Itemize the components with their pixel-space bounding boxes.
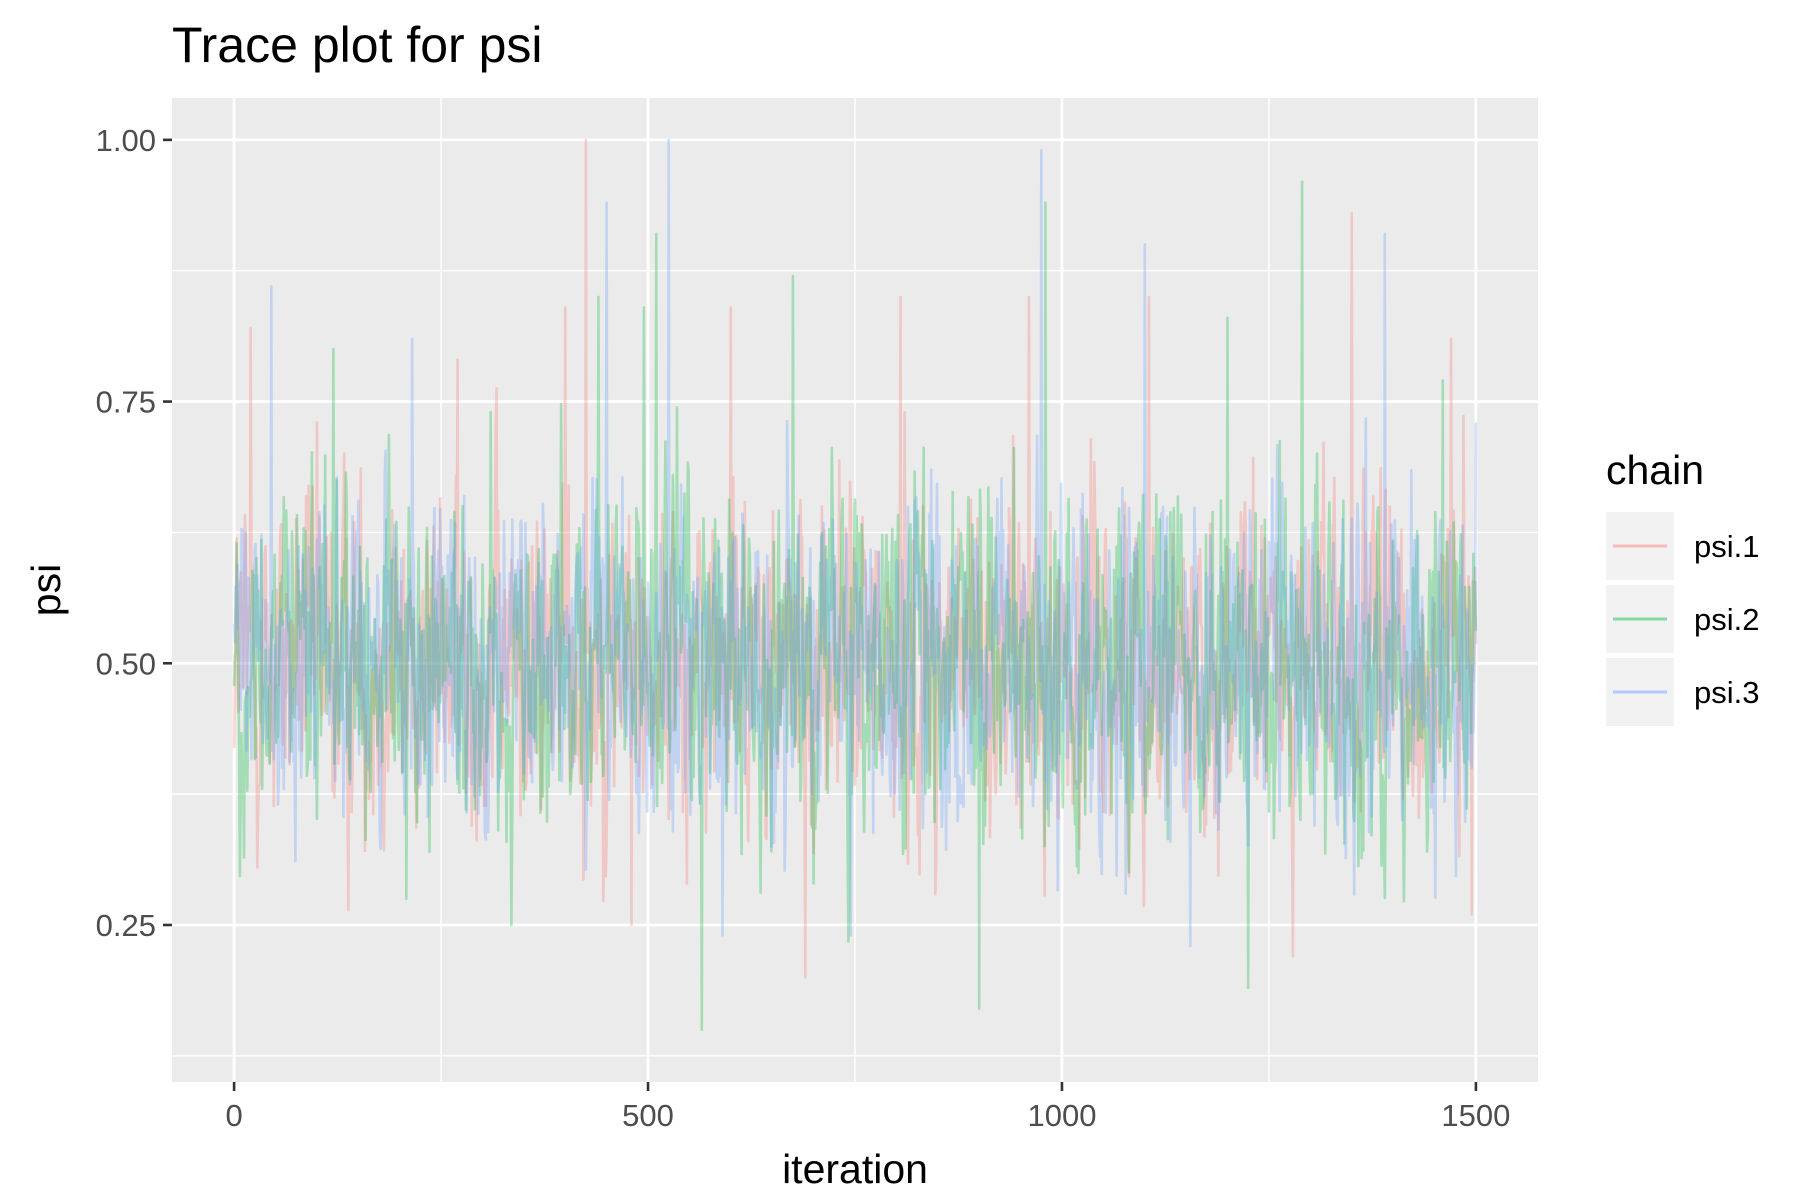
- series-line-psi.3: [232, 138, 1478, 948]
- series-lines: [232, 138, 1478, 1031]
- legend-key: [1606, 512, 1674, 580]
- legend-title: chain: [1606, 447, 1704, 493]
- y-axis-title: psi: [23, 564, 69, 616]
- legend-key: [1606, 585, 1674, 653]
- legend: chain psi.1 psi.2 psi.3: [1606, 447, 1759, 726]
- x-tick-label: 0: [225, 1098, 242, 1133]
- y-tick-label: 0.75: [96, 385, 156, 420]
- x-tick-label: 1500: [1441, 1098, 1510, 1133]
- legend-item-psi.2: psi.2: [1606, 585, 1759, 653]
- x-tick-label: 1000: [1027, 1098, 1096, 1133]
- y-tick-label: 0.25: [96, 908, 156, 943]
- x-axis-title: iteration: [782, 1146, 928, 1192]
- series-line-psi.2: [232, 180, 1478, 1031]
- x-tick-label: 500: [622, 1098, 674, 1133]
- grid-minor: [172, 98, 1538, 1082]
- series-line-psi.1: [232, 138, 1478, 979]
- legend-label: psi.1: [1694, 529, 1759, 564]
- grid-major: [172, 98, 1538, 1082]
- legend-item-psi.3: psi.3: [1606, 658, 1759, 726]
- legend-item-psi.1: psi.1: [1606, 512, 1759, 580]
- y-axis: 0.25 0.50 0.75 1.00: [96, 123, 172, 943]
- x-axis: 0 500 1000 1500: [225, 1082, 1510, 1133]
- y-tick-label: 1.00: [96, 123, 156, 158]
- y-tick-label: 0.50: [96, 646, 156, 681]
- chart-title: Trace plot for psi: [172, 17, 543, 73]
- legend-key: [1606, 658, 1674, 726]
- legend-label: psi.2: [1694, 602, 1759, 637]
- legend-label: psi.3: [1694, 675, 1759, 710]
